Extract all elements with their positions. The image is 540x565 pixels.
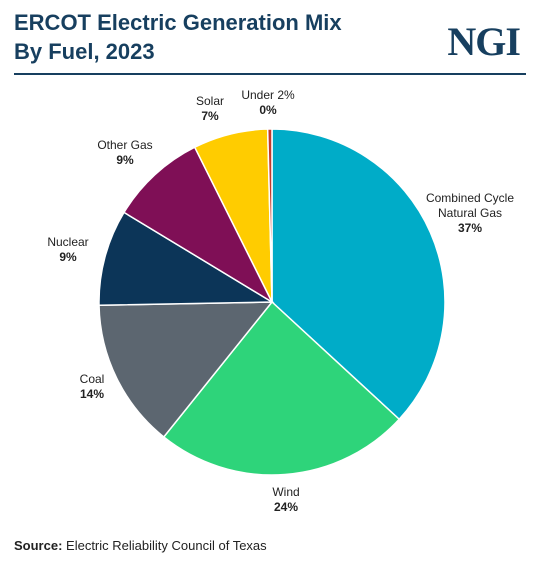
slice-value: 9%	[116, 153, 134, 167]
slice-label-nuclear: Nuclear 9%	[47, 235, 88, 264]
slice-labels: Combined Cycle Natural Gas 37% Wind 24% Coal 1…	[47, 88, 514, 514]
pie-slice-nuclear	[98, 211, 275, 307]
chart-title: ERCOT Electric Generation Mix By Fuel, 2…	[14, 8, 414, 66]
source-text: Electric Reliability Council of Texas	[66, 538, 267, 553]
slice-name: Wind	[272, 485, 299, 499]
slice-label-under-2-: Under 2% 0%	[241, 88, 295, 117]
slice-name: Other Gas	[97, 138, 152, 152]
ngi-logo: NGI	[447, 19, 521, 64]
source-note: Source: Electric Reliability Council of …	[14, 538, 267, 553]
slice-value: 14%	[80, 387, 104, 401]
title-line-1: ERCOT Electric Generation Mix	[14, 10, 342, 35]
title-line-2: By Fuel, 2023	[14, 39, 155, 64]
slice-label-other-gas: Other Gas 9%	[97, 138, 152, 167]
pie-slice-combined-cycle-natural-gas	[271, 128, 446, 421]
pie-slice-coal	[98, 301, 274, 439]
slice-label-solar: Solar 7%	[196, 94, 224, 123]
slice-name: Nuclear	[47, 235, 88, 249]
slice-name: Combined Cycle	[426, 191, 514, 205]
slice-name: Natural Gas	[438, 206, 502, 220]
slice-value: 9%	[59, 250, 77, 264]
slice-value: 24%	[274, 500, 298, 514]
slice-value: 37%	[458, 221, 482, 235]
slice-name: Solar	[196, 94, 224, 108]
pie-slices	[98, 128, 446, 476]
slice-label-wind: Wind 24%	[272, 485, 299, 514]
source-label: Source:	[14, 538, 63, 553]
pie-slice-under-2-	[266, 128, 273, 303]
slice-value: 7%	[201, 109, 219, 123]
title-divider	[14, 73, 526, 75]
slice-name: Coal	[80, 372, 105, 386]
slice-label-coal: Coal 14%	[80, 372, 105, 401]
pie-slice-other-gas	[122, 146, 274, 304]
slice-value: 0%	[259, 103, 277, 117]
slice-label-combined-cycle-natural-gas: Combined Cycle Natural Gas 37%	[426, 191, 514, 235]
slice-name: Under 2%	[241, 88, 295, 102]
pie-slice-wind	[162, 300, 401, 476]
